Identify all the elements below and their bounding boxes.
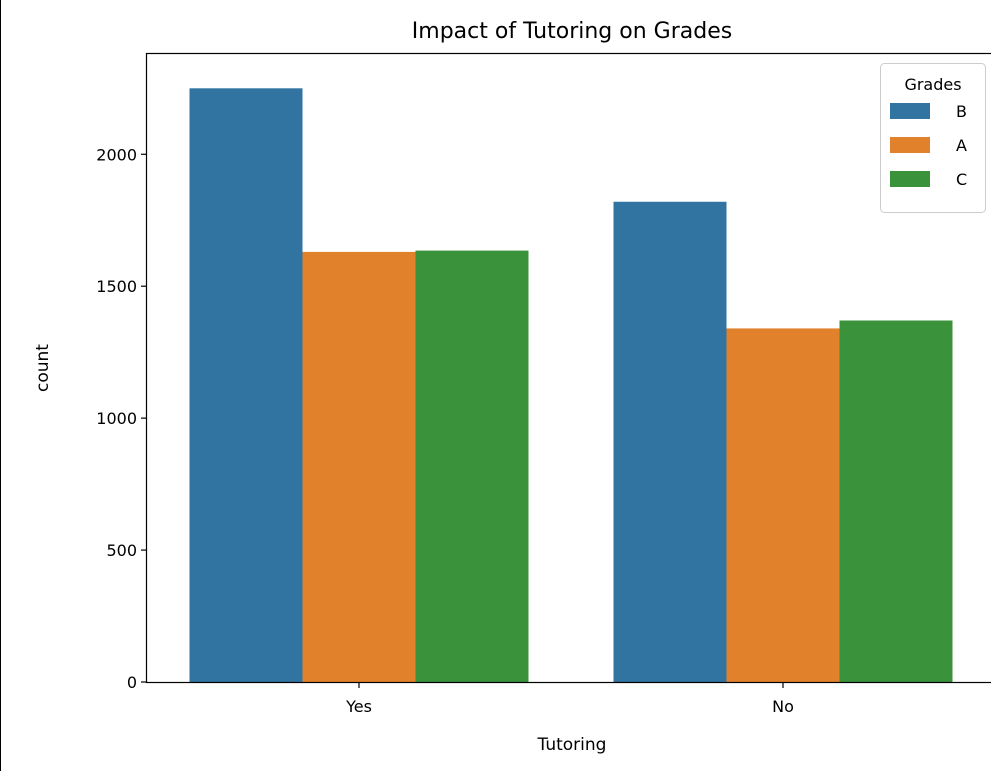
bar-c-yes bbox=[415, 250, 529, 682]
bar-b-yes bbox=[189, 88, 303, 683]
bar-c-no bbox=[839, 320, 953, 682]
legend-swatch-b bbox=[890, 103, 930, 119]
y-tick-label: 2000 bbox=[96, 145, 137, 164]
y-tick-label: 0 bbox=[127, 673, 137, 692]
legend-items: BAC bbox=[890, 102, 967, 189]
legend-title: Grades bbox=[904, 75, 961, 94]
legend-label-b: B bbox=[956, 102, 967, 121]
y-tick-label: 1000 bbox=[96, 409, 137, 428]
x-axis: Yes No bbox=[345, 682, 794, 716]
left-edge-rule bbox=[0, 0, 1, 771]
x-tick-label: No bbox=[772, 697, 794, 716]
bar-a-no bbox=[726, 328, 840, 682]
y-axis-label: count bbox=[33, 344, 53, 392]
legend: Grades BAC bbox=[880, 63, 986, 213]
bars-group bbox=[189, 88, 953, 683]
legend-swatch-a bbox=[890, 137, 930, 153]
y-tick-label: 500 bbox=[106, 541, 137, 560]
legend-label-c: C bbox=[956, 170, 967, 189]
plot-frame bbox=[145, 52, 991, 684]
legend-label-a: A bbox=[956, 136, 967, 155]
chart-title: Impact of Tutoring on Grades bbox=[412, 19, 732, 44]
bar-a-yes bbox=[302, 251, 416, 682]
y-axis: 0 500 1000 1500 2000 bbox=[96, 145, 147, 692]
y-tick-label: 1500 bbox=[96, 277, 137, 296]
legend-swatch-c bbox=[890, 171, 930, 187]
x-tick-label: Yes bbox=[345, 697, 372, 716]
x-axis-label: Tutoring bbox=[537, 735, 607, 755]
bar-b-no bbox=[613, 201, 727, 682]
